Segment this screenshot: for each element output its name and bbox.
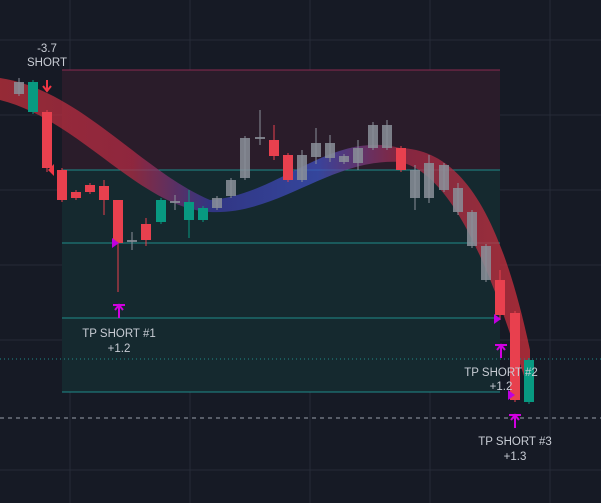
candle-body <box>255 137 265 139</box>
candle-body <box>495 280 505 315</box>
signal-label: TP SHORT #2 <box>464 367 538 379</box>
candle-body <box>113 200 123 243</box>
candle-body <box>481 246 491 280</box>
candle-body <box>368 125 378 148</box>
candle-body <box>269 140 279 156</box>
candle-body <box>297 155 307 180</box>
candle-body <box>453 188 463 212</box>
markers <box>42 80 521 428</box>
candle-body <box>14 82 24 94</box>
candle-body <box>156 200 166 222</box>
signal-value: -3.7 <box>37 43 57 55</box>
candle-body <box>212 198 222 208</box>
candle-body <box>410 170 420 198</box>
candle-body <box>325 143 335 158</box>
candle-body <box>184 202 194 220</box>
candle-body <box>198 208 208 220</box>
candle-body <box>339 156 349 162</box>
signal-value: +1.2 <box>108 343 131 355</box>
candle-body <box>240 138 250 178</box>
candle-body <box>424 163 434 198</box>
candle-body <box>99 186 109 200</box>
candle-body <box>85 185 95 192</box>
signal-value: +1.2 <box>490 381 513 393</box>
candle-body <box>382 125 392 148</box>
candle-body <box>283 155 293 180</box>
signal-label: SHORT <box>27 57 67 69</box>
candle-body <box>42 112 52 168</box>
signal-label: TP SHORT #1 <box>82 328 156 340</box>
candle-body <box>524 360 534 402</box>
candle-body <box>396 148 406 170</box>
candle-body <box>71 192 81 198</box>
candle-body <box>311 143 321 157</box>
candle-body <box>141 224 151 240</box>
candle-body <box>510 313 520 400</box>
target-zone <box>62 170 500 392</box>
candle-body <box>353 148 363 163</box>
candle-body <box>226 180 236 196</box>
signal-value: +1.3 <box>504 451 527 463</box>
candle-body <box>28 82 38 112</box>
candle-body <box>170 201 180 203</box>
candle-body <box>439 165 449 190</box>
candles <box>14 78 534 404</box>
candle-body <box>467 212 477 246</box>
signal-label: TP SHORT #3 <box>478 436 552 448</box>
candle-body <box>57 170 67 200</box>
candle-body <box>127 240 137 242</box>
